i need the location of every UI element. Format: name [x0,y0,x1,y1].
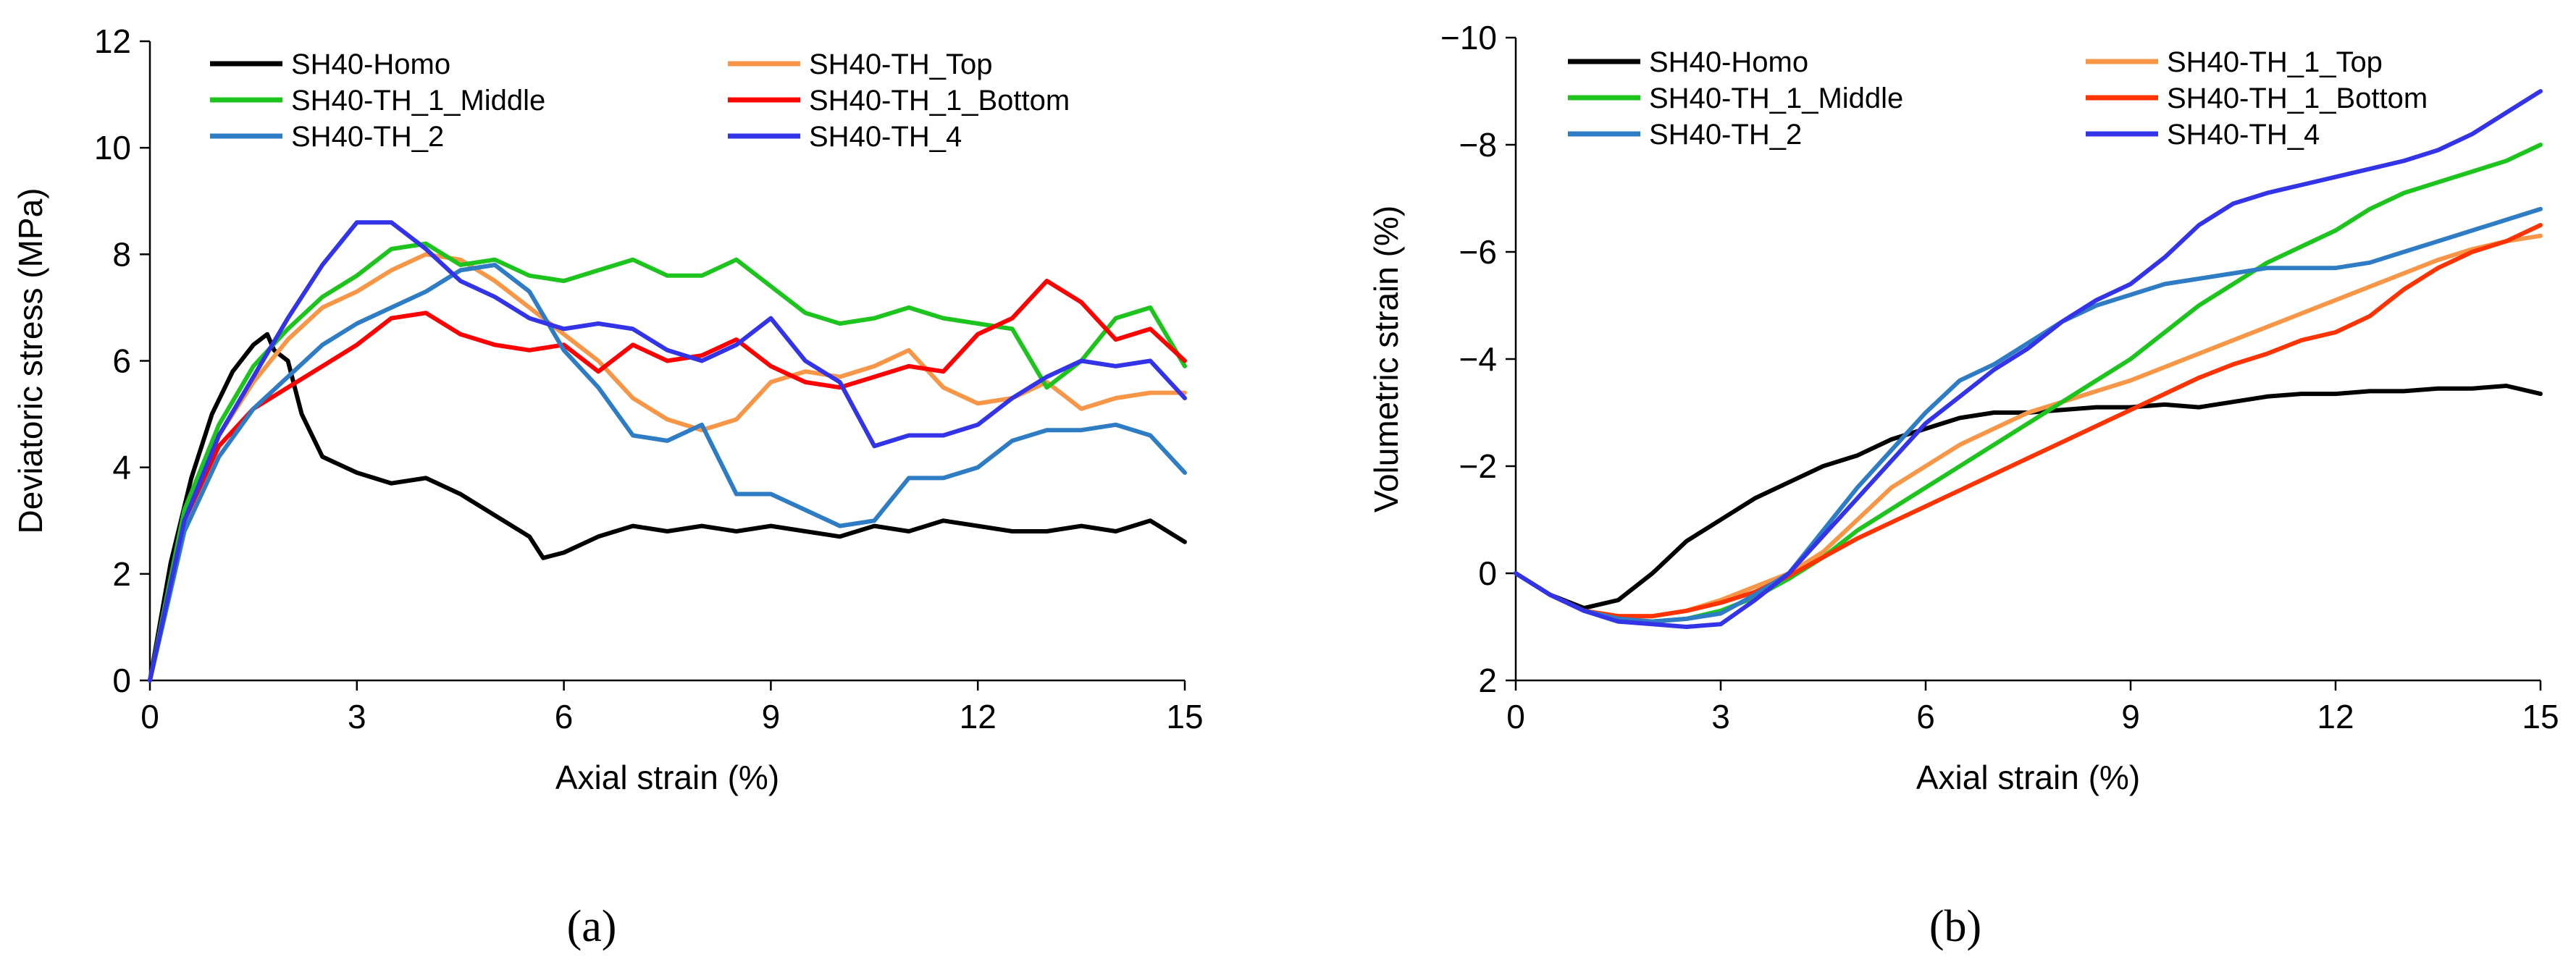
legend-label: SH40-TH_1_Bottom [809,85,1070,117]
y-tick-label: 6 [112,342,131,380]
y-axis-title: Volumetric strain (%) [1367,206,1405,512]
x-tick-label: 0 [1506,698,1525,735]
y-tick-label: 0 [112,662,131,699]
y-tick-label: 0 [1478,554,1497,592]
y-tick-label: −8 [1459,126,1497,164]
legend-label: SH40-TH_1_Top [2167,46,2383,78]
series-line-sh40-homo [1516,386,2541,608]
series-line-sh40-th-top [150,254,1185,680]
y-tick-label: −10 [1440,19,1497,56]
x-axis-title: Axial strain (%) [555,759,779,796]
y-tick-label: 12 [94,22,131,60]
x-tick-label: 9 [2121,698,2140,735]
legend-label: SH40-TH_1_Bottom [2167,83,2428,114]
y-tick-label: 10 [94,129,131,166]
y-tick-label: 2 [1478,662,1497,699]
y-tick-label: −6 [1459,233,1497,271]
x-tick-label: 15 [2522,698,2559,735]
x-tick-label: 6 [555,698,574,735]
x-tick-label: 3 [348,698,366,735]
x-tick-label: 3 [1711,698,1730,735]
y-tick-label: −2 [1459,447,1497,485]
legend-label: SH40-Homo [291,48,450,80]
legend-label: SH40-TH_1_Middle [291,85,545,117]
legend-label: SH40-TH_2 [1649,119,1802,151]
x-tick-label: 6 [1916,698,1935,735]
y-tick-label: −4 [1459,340,1497,378]
x-tick-label: 12 [960,698,997,735]
legend-label: SH40-TH_2 [291,121,444,153]
series-line-sh40-th-1-middle [150,244,1185,680]
figure: 0 3 6 9 12 15024681012Axial strain (%)Deviato… [0,0,2576,962]
x-tick-label: 15 [1166,698,1203,735]
x-tick-label: 12 [2317,698,2354,735]
legend-label: SH40-Homo [1649,46,1808,78]
x-axis-title: Axial strain (%) [1916,759,2140,796]
legend-label: SH40-TH_4 [2167,119,2320,151]
legend-label: SH40-TH_1_Middle [1649,83,1903,114]
legend-label: SH40-TH_4 [809,121,962,153]
series-line-sh40-th-1-middle [1516,145,2541,622]
panel-b-label: (b) [1929,902,1981,951]
series-line-sh40-th-1-bottom [150,281,1185,680]
y-tick-label: 8 [112,235,131,273]
series-line-sh40-th-4 [150,222,1185,680]
y-tick-label: 4 [112,449,131,486]
y-axis-title: Deviatoric stress (MPa) [12,188,49,534]
panel-a-chart: 0 3 6 9 12 15 0 2 4 6 8 10 12 Axial strain (%) Deviato… [12,22,1204,796]
series-line-sh40-th-4 [1516,91,2541,627]
y-tick-label: 2 [112,555,131,593]
series-line-sh40-th-2 [150,265,1185,680]
x-tick-label: 9 [762,698,781,735]
legend-label: SH40-TH_Top [809,48,992,80]
panel-a-label: (a) [567,902,617,951]
x-tick-label: 0 [140,698,159,735]
